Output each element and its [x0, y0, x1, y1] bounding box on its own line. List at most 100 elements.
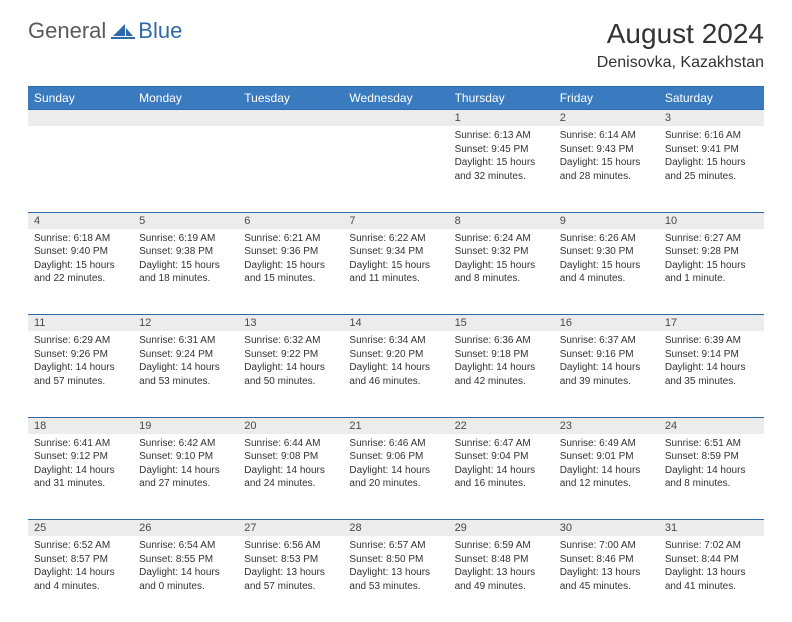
sunset-text: Sunset: 9:28 PM — [665, 245, 758, 259]
sunrise-text: Sunrise: 6:46 AM — [349, 437, 442, 451]
daylight-text: Daylight: 13 hours and 53 minutes. — [349, 566, 442, 593]
day-content-cell: Sunrise: 6:19 AMSunset: 9:38 PMDaylight:… — [133, 229, 238, 315]
sunset-text: Sunset: 9:41 PM — [665, 143, 758, 157]
day-number-cell: 25 — [28, 520, 133, 537]
day-content-cell: Sunrise: 6:34 AMSunset: 9:20 PMDaylight:… — [343, 331, 448, 417]
day-number-cell: 11 — [28, 315, 133, 332]
sunset-text: Sunset: 9:10 PM — [139, 450, 232, 464]
day-number-cell — [238, 110, 343, 127]
day-content-cell: Sunrise: 6:57 AMSunset: 8:50 PMDaylight:… — [343, 536, 448, 622]
sunrise-text: Sunrise: 6:56 AM — [244, 539, 337, 553]
day-content-cell — [238, 126, 343, 212]
daylight-text: Daylight: 14 hours and 16 minutes. — [455, 464, 548, 491]
daylight-text: Daylight: 14 hours and 50 minutes. — [244, 361, 337, 388]
sunset-text: Sunset: 9:01 PM — [560, 450, 653, 464]
daylight-text: Daylight: 14 hours and 12 minutes. — [560, 464, 653, 491]
day-number-cell: 23 — [554, 417, 659, 434]
sunset-text: Sunset: 9:22 PM — [244, 348, 337, 362]
sunrise-text: Sunrise: 6:29 AM — [34, 334, 127, 348]
day-number-cell: 15 — [449, 315, 554, 332]
brand-logo: General Blue — [28, 18, 182, 44]
day-content-cell: Sunrise: 6:51 AMSunset: 8:59 PMDaylight:… — [659, 434, 764, 520]
daylight-text: Daylight: 15 hours and 11 minutes. — [349, 259, 442, 286]
day-number-cell: 12 — [133, 315, 238, 332]
sunrise-text: Sunrise: 6:36 AM — [455, 334, 548, 348]
day-content-cell: Sunrise: 6:22 AMSunset: 9:34 PMDaylight:… — [343, 229, 448, 315]
daylight-text: Daylight: 14 hours and 4 minutes. — [34, 566, 127, 593]
daylight-text: Daylight: 14 hours and 57 minutes. — [34, 361, 127, 388]
day-content-cell: Sunrise: 6:29 AMSunset: 9:26 PMDaylight:… — [28, 331, 133, 417]
header: General Blue August 2024 Denisovka, Kaza… — [0, 0, 792, 80]
daylight-text: Daylight: 14 hours and 53 minutes. — [139, 361, 232, 388]
day-content-row: Sunrise: 6:13 AMSunset: 9:45 PM Daylight:… — [28, 126, 764, 212]
day-number-cell: 14 — [343, 315, 448, 332]
day-number-cell: 26 — [133, 520, 238, 537]
day-number-cell: 21 — [343, 417, 448, 434]
sunrise-text: Sunrise: 6:14 AM — [560, 129, 653, 143]
sunrise-text: Sunrise: 6:59 AM — [455, 539, 548, 553]
day-content-cell: Sunrise: 6:47 AMSunset: 9:04 PMDaylight:… — [449, 434, 554, 520]
day-number-cell: 4 — [28, 212, 133, 229]
sunset-text: Sunset: 9:18 PM — [455, 348, 548, 362]
sunset-text: Sunset: 9:20 PM — [349, 348, 442, 362]
sunset-text: Sunset: 9:40 PM — [34, 245, 127, 259]
sunrise-text: Sunrise: 6:42 AM — [139, 437, 232, 451]
weekday-header: Sunday — [28, 87, 133, 110]
day-content-row: Sunrise: 6:41 AMSunset: 9:12 PMDaylight:… — [28, 434, 764, 520]
day-content-cell — [133, 126, 238, 212]
day-number-cell: 20 — [238, 417, 343, 434]
sunrise-text: Sunrise: 6:19 AM — [139, 232, 232, 246]
day-number-row: 45678910 — [28, 212, 764, 229]
daylight-text: Daylight: 15 hours and 18 minutes. — [139, 259, 232, 286]
weekday-header: Friday — [554, 87, 659, 110]
daylight-text: Daylight: 15 hours and 8 minutes. — [455, 259, 548, 286]
daylight-text: Daylight: 14 hours and 46 minutes. — [349, 361, 442, 388]
sunset-text: Sunset: 9:06 PM — [349, 450, 442, 464]
sunrise-text: Sunrise: 6:32 AM — [244, 334, 337, 348]
title-block: August 2024 Denisovka, Kazakhstan — [597, 18, 764, 72]
weekday-header: Monday — [133, 87, 238, 110]
day-content-cell: Sunrise: 6:52 AMSunset: 8:57 PMDaylight:… — [28, 536, 133, 622]
daylight-text: Daylight: 14 hours and 42 minutes. — [455, 361, 548, 388]
calendar-table: Sunday Monday Tuesday Wednesday Thursday… — [28, 86, 764, 622]
sunset-text: Sunset: 9:24 PM — [139, 348, 232, 362]
day-number-cell: 8 — [449, 212, 554, 229]
day-content-cell — [28, 126, 133, 212]
sunrise-text: Sunrise: 6:24 AM — [455, 232, 548, 246]
sunrise-text: Sunrise: 6:13 AM — [455, 129, 548, 143]
sunset-text: Sunset: 8:53 PM — [244, 553, 337, 567]
sunset-text: Sunset: 8:55 PM — [139, 553, 232, 567]
sunrise-text: Sunrise: 7:00 AM — [560, 539, 653, 553]
weekday-header: Tuesday — [238, 87, 343, 110]
day-number-cell: 7 — [343, 212, 448, 229]
weekday-header: Thursday — [449, 87, 554, 110]
day-content-cell: Sunrise: 6:39 AMSunset: 9:14 PMDaylight:… — [659, 331, 764, 417]
sunset-text: Sunset: 9:38 PM — [139, 245, 232, 259]
daylight-text: Daylight: 15 hours and 1 minute. — [665, 259, 758, 286]
daylight-text: Daylight: 14 hours and 8 minutes. — [665, 464, 758, 491]
daylight-text: Daylight: 14 hours and 31 minutes. — [34, 464, 127, 491]
day-number-cell — [133, 110, 238, 127]
day-content-cell: Sunrise: 6:13 AMSunset: 9:45 PMDaylight:… — [449, 126, 554, 212]
sunrise-text: Sunrise: 6:26 AM — [560, 232, 653, 246]
sunset-text: Sunset: 9:45 PM — [455, 143, 548, 157]
day-content-cell — [343, 126, 448, 212]
day-content-cell: Sunrise: 6:42 AMSunset: 9:10 PMDaylight:… — [133, 434, 238, 520]
daylight-text: Daylight: 15 hours and 25 minutes. — [665, 156, 758, 183]
location-label: Denisovka, Kazakhstan — [597, 54, 764, 72]
day-number-cell: 17 — [659, 315, 764, 332]
sunrise-text: Sunrise: 6:39 AM — [665, 334, 758, 348]
daylight-text: Daylight: 14 hours and 0 minutes. — [139, 566, 232, 593]
sunset-text: Sunset: 9:36 PM — [244, 245, 337, 259]
day-number-cell: 30 — [554, 520, 659, 537]
weekday-header-row: Sunday Monday Tuesday Wednesday Thursday… — [28, 87, 764, 110]
day-content-cell: Sunrise: 6:32 AMSunset: 9:22 PMDaylight:… — [238, 331, 343, 417]
sunrise-text: Sunrise: 6:31 AM — [139, 334, 232, 348]
day-number-cell: 29 — [449, 520, 554, 537]
sunset-text: Sunset: 8:50 PM — [349, 553, 442, 567]
day-number-row: 25262728293031 — [28, 520, 764, 537]
sunset-text: Sunset: 9:32 PM — [455, 245, 548, 259]
sunrise-text: Sunrise: 6:41 AM — [34, 437, 127, 451]
day-number-cell: 6 — [238, 212, 343, 229]
day-content-cell: Sunrise: 6:14 AMSunset: 9:43 PMDaylight:… — [554, 126, 659, 212]
